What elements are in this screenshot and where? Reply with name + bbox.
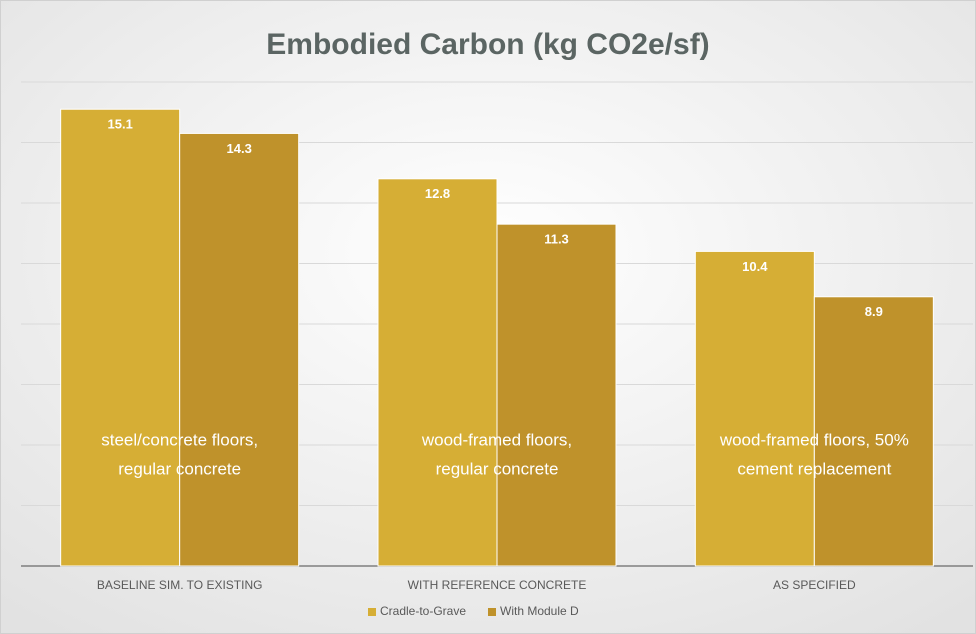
data-label: 14.3: [227, 141, 252, 156]
bar: [377, 178, 498, 567]
annotation: cement replacement: [737, 459, 891, 478]
x-tick-label: AS SPECIFIED: [773, 578, 856, 592]
legend-swatch: [488, 608, 496, 616]
annotation: wood-framed floors,: [421, 430, 572, 449]
bars: [60, 108, 934, 567]
annotation: wood-framed floors, 50%: [719, 430, 909, 449]
data-label: 11.3: [544, 232, 569, 247]
data-label: 15.1: [108, 117, 133, 132]
annotation: steel/concrete floors,: [101, 430, 258, 449]
data-label: 10.4: [742, 259, 768, 274]
x-tick-label: BASELINE SIM. TO EXISTING: [97, 578, 263, 592]
x-tick-label: WITH REFERENCE CONCRETE: [408, 578, 587, 592]
bar: [496, 223, 617, 567]
annotation: regular concrete: [118, 459, 241, 478]
bar: [60, 108, 181, 567]
bar: [179, 132, 300, 567]
bar: [813, 296, 934, 567]
legend-swatch: [368, 608, 376, 616]
data-label: 8.9: [865, 304, 883, 319]
labels: 15.1 14.3 BASELINE SIM. TO EXISTING steel/c…: [97, 117, 909, 619]
legend-label: With Module D: [500, 604, 579, 618]
data-label: 12.8: [425, 186, 450, 201]
chart-title: Embodied Carbon (kg CO2e/sf): [266, 28, 709, 61]
annotation: regular concrete: [436, 459, 559, 478]
legend-label: Cradle-to-Grave: [380, 604, 466, 618]
bar: [694, 250, 815, 567]
